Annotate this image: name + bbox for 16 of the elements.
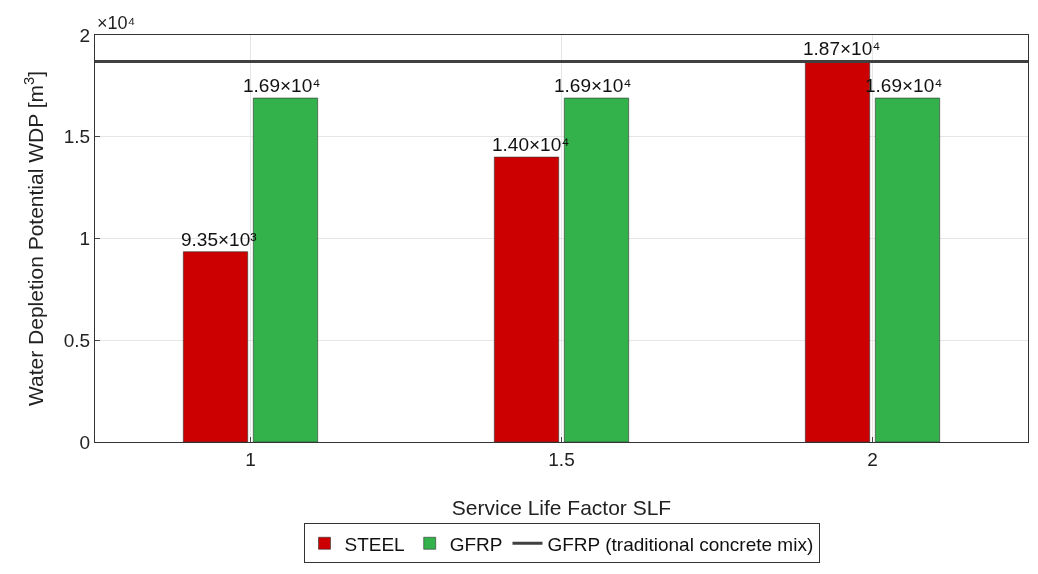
y-tick-label: 0 (79, 431, 91, 453)
y-tick-label: 1 (79, 228, 91, 250)
x-tick-label: 1.5 (548, 448, 575, 470)
y-tick-label: 2 (79, 24, 91, 46)
legend-label: GFRP (449, 533, 503, 555)
x-tick-label: 1 (245, 448, 256, 470)
legend-label: GFRP (traditional concrete mix) (547, 533, 814, 555)
y-tick-label: 1.5 (63, 126, 91, 148)
annotation: 1.87×10⁴ (803, 38, 881, 59)
text: ×10⁴ (97, 13, 136, 33)
y-tick-label: 0.5 (63, 329, 91, 351)
x-tick-label: 2 (867, 448, 878, 470)
annotation: 1.69×10⁴ (554, 75, 632, 96)
annotation: 1.69×10⁴ (243, 75, 321, 96)
legend-label: STEEL (344, 533, 405, 555)
x-axis-title: Service Life Factor SLF (451, 496, 672, 519)
